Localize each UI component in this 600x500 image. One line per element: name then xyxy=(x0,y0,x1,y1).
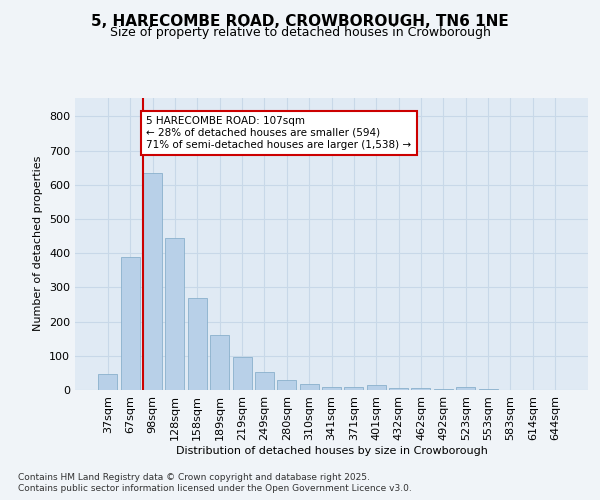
Bar xyxy=(322,386,341,390)
Bar xyxy=(166,238,184,390)
Bar xyxy=(188,298,207,390)
Bar xyxy=(121,256,140,390)
Text: Contains public sector information licensed under the Open Government Licence v3: Contains public sector information licen… xyxy=(18,484,412,493)
Bar xyxy=(277,380,296,390)
Bar xyxy=(367,385,386,390)
Bar xyxy=(210,336,229,390)
Bar xyxy=(456,386,475,390)
Text: Size of property relative to detached houses in Crowborough: Size of property relative to detached ho… xyxy=(110,26,490,39)
Y-axis label: Number of detached properties: Number of detached properties xyxy=(34,156,43,332)
Bar xyxy=(299,384,319,390)
Bar xyxy=(344,386,364,390)
Text: 5, HARECOMBE ROAD, CROWBOROUGH, TN6 1NE: 5, HARECOMBE ROAD, CROWBOROUGH, TN6 1NE xyxy=(91,14,509,29)
Bar xyxy=(143,173,162,390)
Text: 5 HARECOMBE ROAD: 107sqm
← 28% of detached houses are smaller (594)
71% of semi-: 5 HARECOMBE ROAD: 107sqm ← 28% of detach… xyxy=(146,116,412,150)
Bar xyxy=(389,388,408,390)
X-axis label: Distribution of detached houses by size in Crowborough: Distribution of detached houses by size … xyxy=(176,446,487,456)
Text: Contains HM Land Registry data © Crown copyright and database right 2025.: Contains HM Land Registry data © Crown c… xyxy=(18,472,370,482)
Bar xyxy=(98,374,118,390)
Bar xyxy=(233,357,251,390)
Bar xyxy=(412,388,430,390)
Bar xyxy=(255,372,274,390)
